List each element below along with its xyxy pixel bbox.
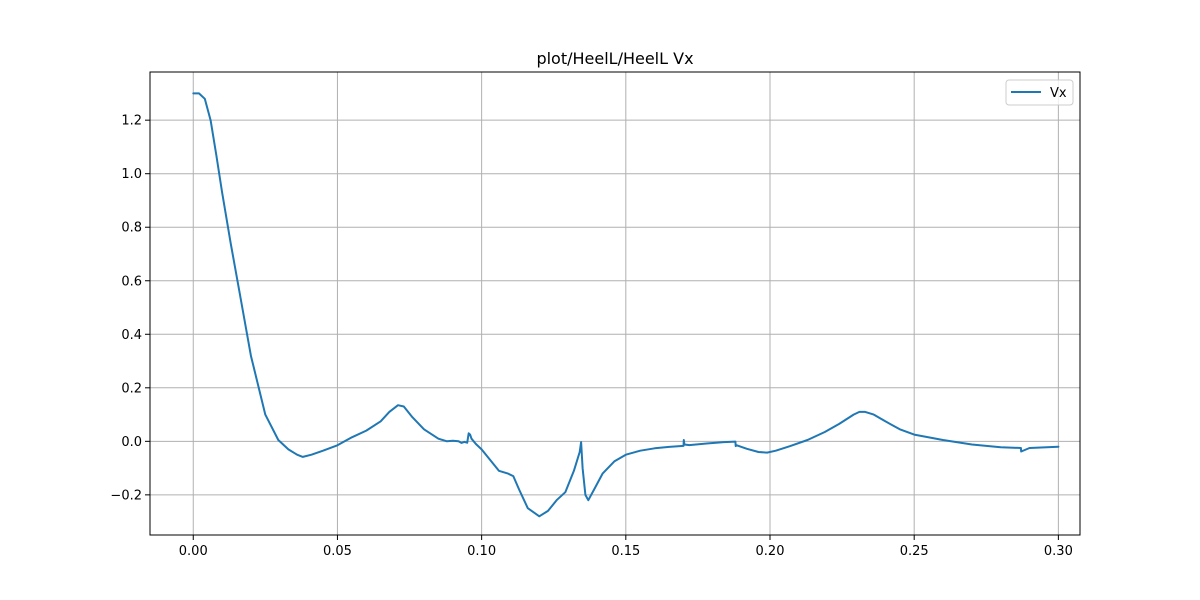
axes-frame	[149, 71, 1081, 536]
x-tick-label: 0.10	[467, 544, 496, 559]
y-tick-label: 0.6	[121, 274, 142, 289]
y-tick-label: −0.2	[110, 488, 142, 503]
x-tick-label: 0.05	[323, 544, 352, 559]
grid	[150, 72, 1080, 535]
y-axis: −0.2 0.0 0.2 0.4 0.6 0.8 1.0 1.2	[110, 114, 150, 503]
y-tick-label: 0.4	[121, 328, 142, 343]
chart-title: plot/HeelL/HeelL Vx	[536, 49, 693, 68]
legend-label: Vx	[1050, 86, 1067, 101]
x-tick-label: 0.00	[179, 544, 208, 559]
legend: Vx	[1005, 79, 1074, 106]
series-line-vx	[192, 92, 1060, 518]
y-tick-label: 1.0	[121, 167, 142, 182]
x-axis: 0.00 0.05 0.10 0.15 0.20 0.25 0.30	[179, 535, 1073, 559]
x-tick-label: 0.15	[611, 544, 640, 559]
y-tick-label: 0.8	[121, 221, 142, 236]
y-tick-label: 0.2	[121, 381, 142, 396]
x-tick-label: 0.20	[756, 544, 785, 559]
series-layer	[192, 92, 1060, 518]
x-tick-label: 0.30	[1044, 544, 1073, 559]
y-tick-label: 0.0	[121, 435, 142, 450]
x-tick-label: 0.25	[900, 544, 929, 559]
y-tick-label: 1.2	[121, 114, 142, 129]
